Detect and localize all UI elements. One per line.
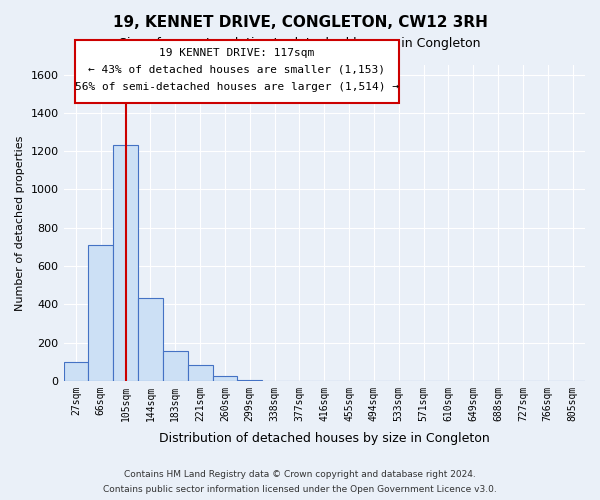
X-axis label: Distribution of detached houses by size in Congleton: Distribution of detached houses by size …	[159, 432, 490, 445]
Text: Size of property relative to detached houses in Congleton: Size of property relative to detached ho…	[119, 38, 481, 51]
Bar	[113, 146, 138, 381]
Text: ← 43% of detached houses are smaller (1,153): ← 43% of detached houses are smaller (1,…	[89, 65, 386, 75]
Bar	[238, 380, 262, 381]
Text: 19 KENNET DRIVE: 117sqm: 19 KENNET DRIVE: 117sqm	[160, 48, 314, 58]
Bar	[188, 366, 212, 381]
Text: 19, KENNET DRIVE, CONGLETON, CW12 3RH: 19, KENNET DRIVE, CONGLETON, CW12 3RH	[113, 15, 487, 30]
Text: Contains public sector information licensed under the Open Government Licence v3: Contains public sector information licen…	[103, 485, 497, 494]
Text: 56% of semi-detached houses are larger (1,514) →: 56% of semi-detached houses are larger (…	[75, 82, 399, 92]
Text: Contains HM Land Registry data © Crown copyright and database right 2024.: Contains HM Land Registry data © Crown c…	[124, 470, 476, 479]
Bar	[138, 298, 163, 381]
Bar	[163, 351, 188, 381]
Y-axis label: Number of detached properties: Number of detached properties	[15, 135, 25, 310]
Bar	[212, 376, 238, 381]
Bar	[88, 245, 113, 381]
Bar	[64, 362, 88, 381]
